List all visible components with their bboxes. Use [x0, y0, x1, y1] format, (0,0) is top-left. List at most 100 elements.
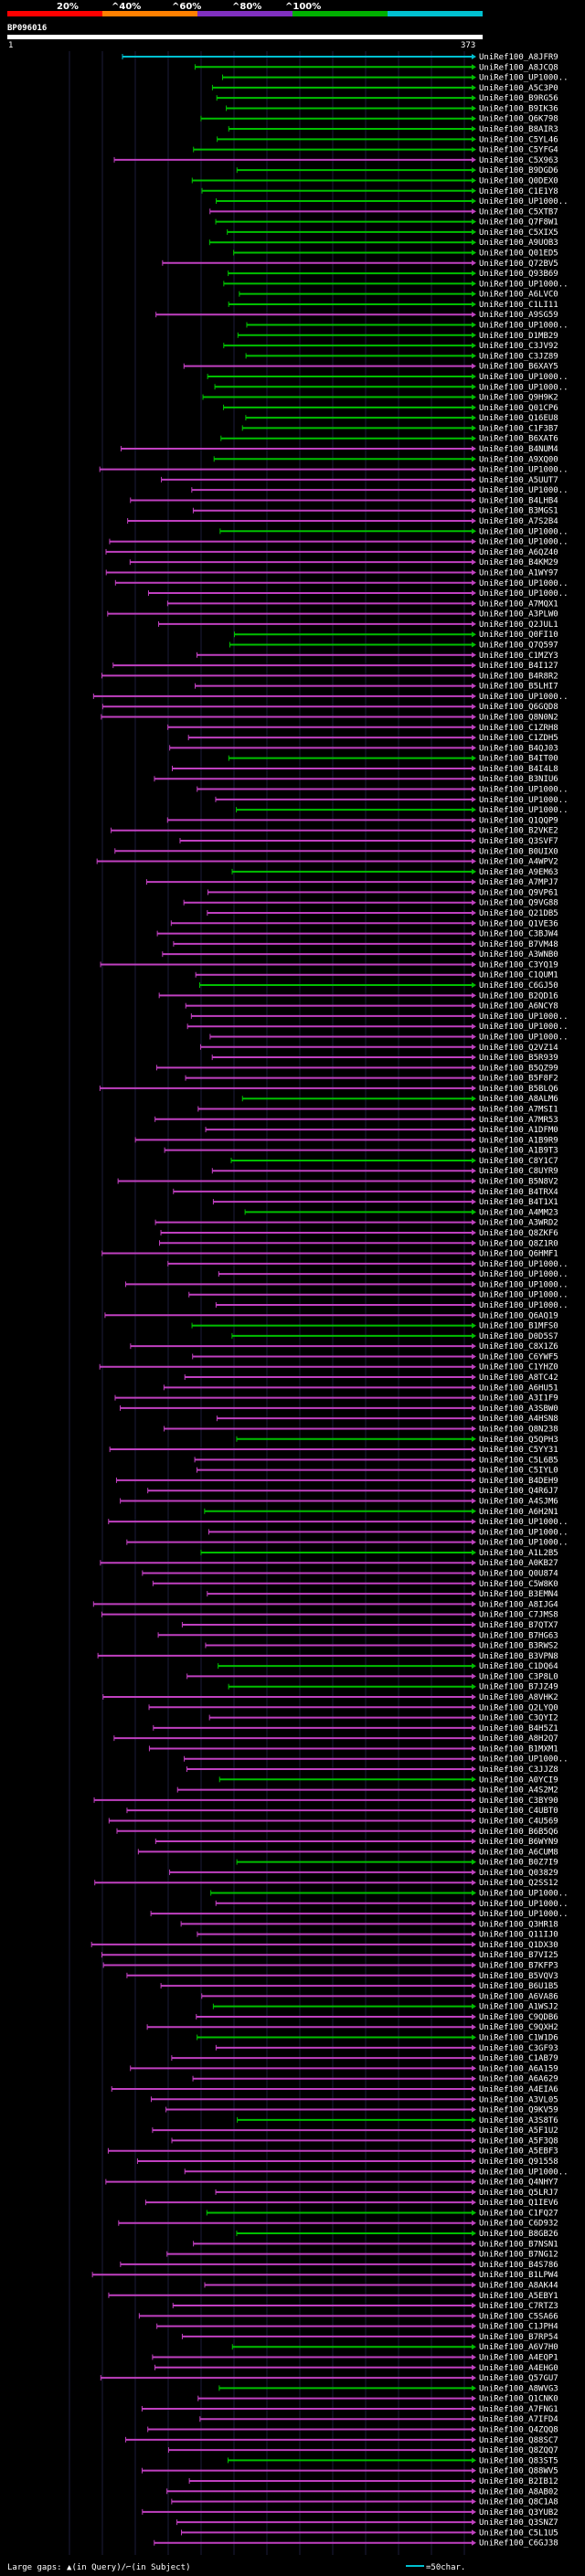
- hit-label[interactable]: UniRef100_UP1000..: [479, 1033, 569, 1042]
- hit-label[interactable]: UniRef100_A0YCI9: [479, 1776, 558, 1785]
- hit-label[interactable]: UniRef100_C1DQ64: [479, 1662, 558, 1671]
- hit-label[interactable]: UniRef100_A4WPV2: [479, 858, 558, 867]
- hit-label[interactable]: UniRef100_C3JZ89: [479, 352, 558, 361]
- hit-label[interactable]: UniRef100_A6HU51: [479, 1383, 558, 1393]
- hit-label[interactable]: UniRef100_Q0DEX0: [479, 176, 558, 186]
- hit-label[interactable]: UniRef100_A7MPJ7: [479, 878, 558, 887]
- hit-label[interactable]: UniRef100_A1L2B5: [479, 1549, 558, 1558]
- hit-label[interactable]: UniRef100_C6GJ38: [479, 2539, 558, 2549]
- hit-label[interactable]: UniRef100_UP1000..: [479, 1301, 569, 1310]
- hit-label[interactable]: UniRef100_UP1000..: [479, 466, 569, 475]
- hit-label[interactable]: UniRef100_B4QJ03: [479, 744, 558, 753]
- hit-label[interactable]: UniRef100_B7VM48: [479, 940, 558, 949]
- hit-label[interactable]: UniRef100_B5LHI7: [479, 683, 558, 692]
- hit-label[interactable]: UniRef100_B3EMN4: [479, 1590, 558, 1599]
- hit-label[interactable]: UniRef100_Q9H9K2: [479, 394, 558, 403]
- hit-label[interactable]: UniRef100_A8H2Q7: [479, 1734, 558, 1744]
- hit-label[interactable]: UniRef100_UP1000..: [479, 1012, 569, 1022]
- hit-label[interactable]: UniRef100_Q5LRJ7: [479, 2189, 558, 2198]
- hit-label[interactable]: UniRef100_C5YFG4: [479, 146, 558, 155]
- hit-label[interactable]: UniRef100_C1LI11: [479, 301, 558, 310]
- hit-label[interactable]: UniRef100_Q4ZQQ8: [479, 2426, 558, 2435]
- hit-label[interactable]: UniRef100_Q8ZQQ7: [479, 2446, 558, 2455]
- hit-label[interactable]: UniRef100_Q9VP61: [479, 888, 558, 897]
- hit-label[interactable]: UniRef100_B2QD16: [479, 991, 558, 1001]
- hit-label[interactable]: UniRef100_B4NUM4: [479, 445, 558, 454]
- hit-label[interactable]: UniRef100_C5YY31: [479, 1446, 558, 1455]
- hit-label[interactable]: UniRef100_UP1000..: [479, 589, 569, 599]
- hit-label[interactable]: UniRef100_Q83ST5: [479, 2456, 558, 2465]
- hit-label[interactable]: UniRef100_B6WYN9: [479, 1838, 558, 1847]
- hit-label[interactable]: UniRef100_A8ALM6: [479, 1095, 558, 1104]
- hit-label[interactable]: UniRef100_Q7F8W1: [479, 218, 558, 228]
- hit-label[interactable]: UniRef100_UP1000..: [479, 322, 569, 331]
- hit-label[interactable]: UniRef100_B4I4L8: [479, 765, 558, 774]
- hit-label[interactable]: UniRef100_A5F1U2: [479, 2126, 558, 2136]
- hit-label[interactable]: UniRef100_Q3HR18: [479, 1920, 558, 1929]
- hit-label[interactable]: UniRef100_B4H5Z1: [479, 1724, 558, 1733]
- hit-label[interactable]: UniRef100_B1MFS0: [479, 1322, 558, 1331]
- hit-label[interactable]: UniRef100_B6XAY5: [479, 363, 558, 372]
- hit-label[interactable]: UniRef100_B6XAT6: [479, 435, 558, 444]
- hit-label[interactable]: UniRef100_C1AB79: [479, 2054, 558, 2063]
- hit-label[interactable]: UniRef100_C3BY90: [479, 1797, 558, 1806]
- hit-label[interactable]: UniRef100_A1WSJ2: [479, 2003, 558, 2012]
- hit-label[interactable]: UniRef100_A3WNB0: [479, 950, 558, 959]
- hit-label[interactable]: UniRef100_UP1000..: [479, 538, 569, 547]
- hit-label[interactable]: UniRef100_A8AK44: [479, 2281, 558, 2290]
- hit-label[interactable]: UniRef100_D0D5S7: [479, 1332, 558, 1341]
- hit-label[interactable]: UniRef100_A5EBY1: [479, 2292, 558, 2301]
- hit-label[interactable]: UniRef100_B4KM29: [479, 558, 558, 567]
- hit-label[interactable]: UniRef100_B5N8V2: [479, 1178, 558, 1187]
- hit-label[interactable]: UniRef100_Q0FI10: [479, 631, 558, 640]
- hit-label[interactable]: UniRef100_A6A159: [479, 2064, 558, 2073]
- hit-label[interactable]: UniRef100_C5YL46: [479, 135, 558, 144]
- hit-label[interactable]: UniRef100_Q6GQD8: [479, 703, 558, 712]
- hit-label[interactable]: UniRef100_C3JV92: [479, 342, 558, 351]
- hit-label[interactable]: UniRef100_UP1000..: [479, 796, 569, 805]
- hit-label[interactable]: UniRef100_Q03829: [479, 1869, 558, 1878]
- hit-label[interactable]: UniRef100_C5L6B5: [479, 1456, 558, 1465]
- hit-label[interactable]: UniRef100_UP1000..: [479, 786, 569, 795]
- hit-label[interactable]: UniRef100_B7JZ49: [479, 1683, 558, 1692]
- hit-label[interactable]: UniRef100_B6U1B5: [479, 1982, 558, 1991]
- hit-label[interactable]: UniRef100_A3WRD2: [479, 1219, 558, 1228]
- hit-label[interactable]: UniRef100_UP1000..: [479, 1023, 569, 1032]
- hit-label[interactable]: UniRef100_A4MM23: [479, 1208, 558, 1217]
- hit-label[interactable]: UniRef100_A7S2B4: [479, 517, 558, 526]
- hit-label[interactable]: UniRef100_C4UBT0: [479, 1807, 558, 1816]
- hit-label[interactable]: UniRef100_C8Y1C7: [479, 1157, 558, 1166]
- hit-label[interactable]: UniRef100_C1FQ27: [479, 2209, 558, 2218]
- hit-label[interactable]: UniRef100_B9DGD6: [479, 166, 558, 175]
- hit-label[interactable]: UniRef100_Q93B69: [479, 270, 558, 279]
- hit-label[interactable]: UniRef100_B4TRX4: [479, 1188, 558, 1197]
- hit-label[interactable]: UniRef100_B5BLQ6: [479, 1085, 558, 1094]
- hit-label[interactable]: UniRef100_A5F3Q8: [479, 2136, 558, 2146]
- hit-label[interactable]: UniRef100_Q0U874: [479, 1570, 558, 1579]
- hit-label[interactable]: UniRef100_A4HSN8: [479, 1415, 558, 1424]
- hit-label[interactable]: UniRef100_A5C3P0: [479, 84, 558, 93]
- hit-label[interactable]: UniRef100_Q9KV59: [479, 2106, 558, 2115]
- hit-label[interactable]: UniRef100_UP1000..: [479, 1900, 569, 1909]
- hit-label[interactable]: UniRef100_A8JCQ8: [479, 63, 558, 72]
- hit-label[interactable]: UniRef100_C5X963: [479, 156, 558, 165]
- hit-label[interactable]: UniRef100_Q88SC7: [479, 2436, 558, 2445]
- hit-label[interactable]: UniRef100_B7NG12: [479, 2251, 558, 2260]
- hit-label[interactable]: UniRef100_C5XTB7: [479, 207, 558, 217]
- hit-label[interactable]: UniRef100_UP1000..: [479, 1260, 569, 1269]
- hit-label[interactable]: UniRef100_C3JJZ8: [479, 1765, 558, 1775]
- hit-label[interactable]: UniRef100_Q8ZKF6: [479, 1229, 558, 1238]
- hit-label[interactable]: UniRef100_UP1000..: [479, 527, 569, 536]
- hit-label[interactable]: UniRef100_B1LPW4: [479, 2271, 558, 2280]
- hit-label[interactable]: UniRef100_C5L1U5: [479, 2528, 558, 2538]
- hit-label[interactable]: UniRef100_Q91558: [479, 2157, 558, 2167]
- hit-label[interactable]: UniRef100_B1MXM1: [479, 1744, 558, 1754]
- hit-label[interactable]: UniRef100_C5XIX5: [479, 228, 558, 238]
- hit-label[interactable]: UniRef100_C6YWF5: [479, 1352, 558, 1362]
- hit-label[interactable]: UniRef100_Q1IEV6: [479, 2199, 558, 2208]
- hit-label[interactable]: UniRef100_B9IK36: [479, 104, 558, 113]
- hit-label[interactable]: UniRef100_UP1000..: [479, 197, 569, 207]
- hit-label[interactable]: UniRef100_C1ZDH5: [479, 734, 558, 743]
- hit-label[interactable]: UniRef100_A1B9R9: [479, 1136, 558, 1145]
- hit-label[interactable]: UniRef100_B7QTX7: [479, 1621, 558, 1630]
